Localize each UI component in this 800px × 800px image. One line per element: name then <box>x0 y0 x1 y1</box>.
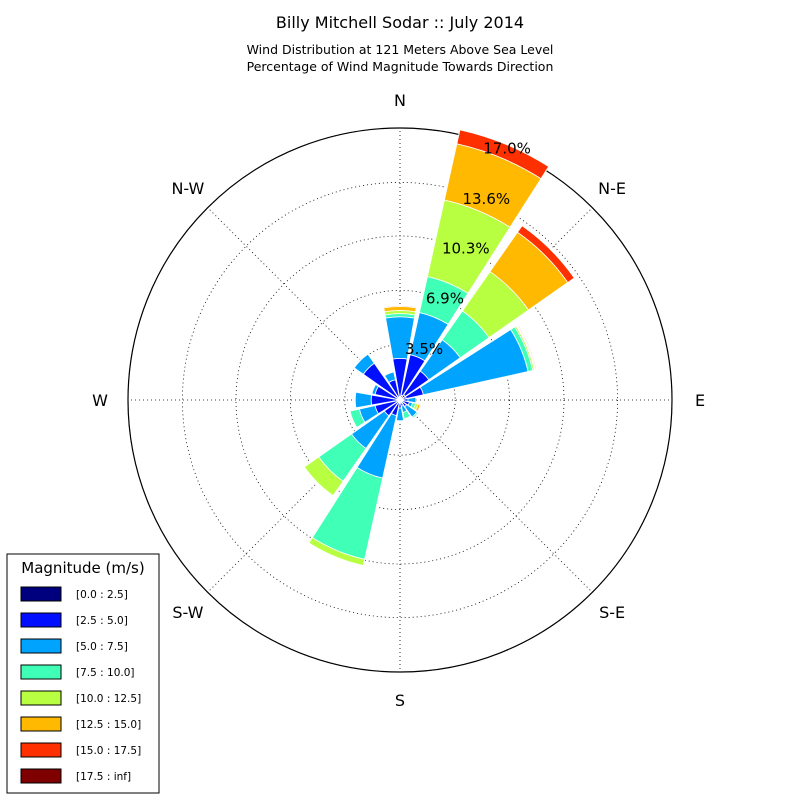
direction-label-s-e: S-E <box>599 603 625 622</box>
bar-sector-4-bin-3 <box>399 328 529 401</box>
chart-subtitle-line-2: Percentage of Wind Magnitude Towards Dir… <box>247 59 554 74</box>
legend-swatch-6 <box>20 716 62 732</box>
bar-sector-13-bin-2 <box>370 394 401 406</box>
bar-sector-11-bin-2 <box>383 399 401 417</box>
grid-spoke-4 <box>399 399 593 593</box>
grid-ring-1 <box>344 344 456 456</box>
legend-label-2: [2.5 : 5.0] <box>76 615 128 627</box>
bar-sector-14-bin-2 <box>374 385 401 401</box>
grid-ring-2 <box>289 289 510 510</box>
legend-label-4: [7.5 : 10.0] <box>76 667 134 679</box>
legend-label-1: [0.0 : 2.5] <box>76 589 128 601</box>
bar-sector-1-bin-2 <box>392 357 408 401</box>
legend-swatch-8 <box>20 768 62 784</box>
legend-label-3: [5.0 : 7.5] <box>76 641 128 653</box>
ring-label-2: 6.9% <box>426 290 464 308</box>
legend-label-8: [17.5 : inf] <box>76 771 131 783</box>
legend-swatch-7 <box>20 742 62 758</box>
direction-label-n: N <box>394 91 406 110</box>
legend-swatch-3 <box>20 638 62 654</box>
legend-swatch-1 <box>20 586 62 602</box>
direction-label-s: S <box>395 691 405 710</box>
ring-label-5: 17.0% <box>483 140 531 158</box>
legend: Magnitude (m/s) [0.0 : 2.5] [2.5 : 5.0] [5.… <box>6 553 160 794</box>
direction-label-s-w: S-W <box>172 603 203 622</box>
bar-sector-16-bin-2 <box>388 379 401 401</box>
legend-swatch-4 <box>20 664 62 680</box>
bar-sector-10-bin-2 <box>390 399 401 417</box>
legend-label-7: [15.0 : 17.5] <box>76 745 141 757</box>
chart-subtitle-line-1: Wind Distribution at 121 Meters Above Se… <box>247 42 554 57</box>
legend-swatch-5 <box>20 690 62 706</box>
ring-label-4: 13.6% <box>462 190 510 208</box>
ring-label-1: 3.5% <box>405 340 443 358</box>
legend-swatch-2 <box>20 612 62 628</box>
direction-label-n-e: N-E <box>598 179 626 198</box>
bar-sector-9-bin-3 <box>395 399 405 422</box>
bar-sector-16-bin-1 <box>397 396 401 401</box>
bar-sector-3-bin-2 <box>399 370 430 401</box>
grid-ring-4 <box>181 181 619 619</box>
bar-sector-12-bin-2 <box>374 399 401 415</box>
direction-label-e: E <box>695 391 705 410</box>
grid-spoke-6 <box>207 399 401 593</box>
legend-label-6: [12.5 : 15.0] <box>76 719 141 731</box>
axis-labels: N N-E E S-E S S-W W N-W 3.5% 6.9% 10.3% 13.6% 17.0% <box>92 91 705 710</box>
ring-label-3: 10.3% <box>442 240 490 258</box>
legend-title: Magnitude (m/s) <box>21 559 144 577</box>
bar-sector-2-bin-2 <box>399 354 426 401</box>
wind-bars <box>303 129 575 567</box>
direction-label-n-w: N-W <box>171 179 204 198</box>
bar-sector-15-bin-2 <box>362 362 401 401</box>
bar-sector-10-bin-3 <box>356 399 401 479</box>
direction-label-w: W <box>92 391 108 410</box>
grid-spoke-8 <box>207 207 401 401</box>
legend-label-5: [10.0 : 12.5] <box>76 693 141 705</box>
chart-title: Billy Mitchell Sodar :: July 2014 <box>276 13 524 32</box>
outer-ring <box>127 127 673 673</box>
